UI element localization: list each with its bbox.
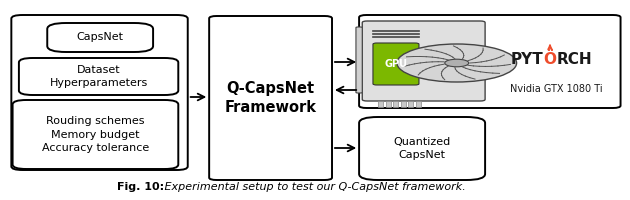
Bar [408,101,413,107]
Text: Q-CapsNet
Framework: Q-CapsNet Framework [224,81,317,115]
Text: Dataset
Hyperparameters: Dataset Hyperparameters [50,65,147,88]
FancyBboxPatch shape [359,15,621,108]
Bar [378,101,383,107]
Bar [386,101,391,107]
FancyBboxPatch shape [362,21,485,101]
FancyBboxPatch shape [373,43,419,85]
FancyBboxPatch shape [13,100,178,169]
Text: Quantized
CapsNet: Quantized CapsNet [394,137,450,160]
Text: PYT: PYT [510,52,543,68]
Text: CapsNet: CapsNet [77,32,123,43]
Text: GPU: GPU [384,59,408,69]
Text: Experimental setup to test our Q-CapsNet framework.: Experimental setup to test our Q-CapsNet… [161,182,466,192]
Circle shape [397,44,517,82]
Circle shape [445,59,469,67]
Text: Rouding schemes
Memory budget
Accuracy tolerance: Rouding schemes Memory budget Accuracy t… [42,116,149,153]
FancyBboxPatch shape [19,58,178,95]
FancyBboxPatch shape [356,27,362,93]
FancyBboxPatch shape [11,15,188,170]
Text: Nvidia GTX 1080 Ti: Nvidia GTX 1080 Ti [510,84,603,94]
Text: Ö: Ö [543,52,556,68]
Text: RCH: RCH [556,52,592,68]
FancyBboxPatch shape [359,117,485,180]
Bar [416,101,421,107]
FancyBboxPatch shape [209,16,332,180]
Bar [393,101,398,107]
Text: Fig. 10:: Fig. 10: [117,182,164,192]
Bar [401,101,406,107]
FancyBboxPatch shape [47,23,153,52]
